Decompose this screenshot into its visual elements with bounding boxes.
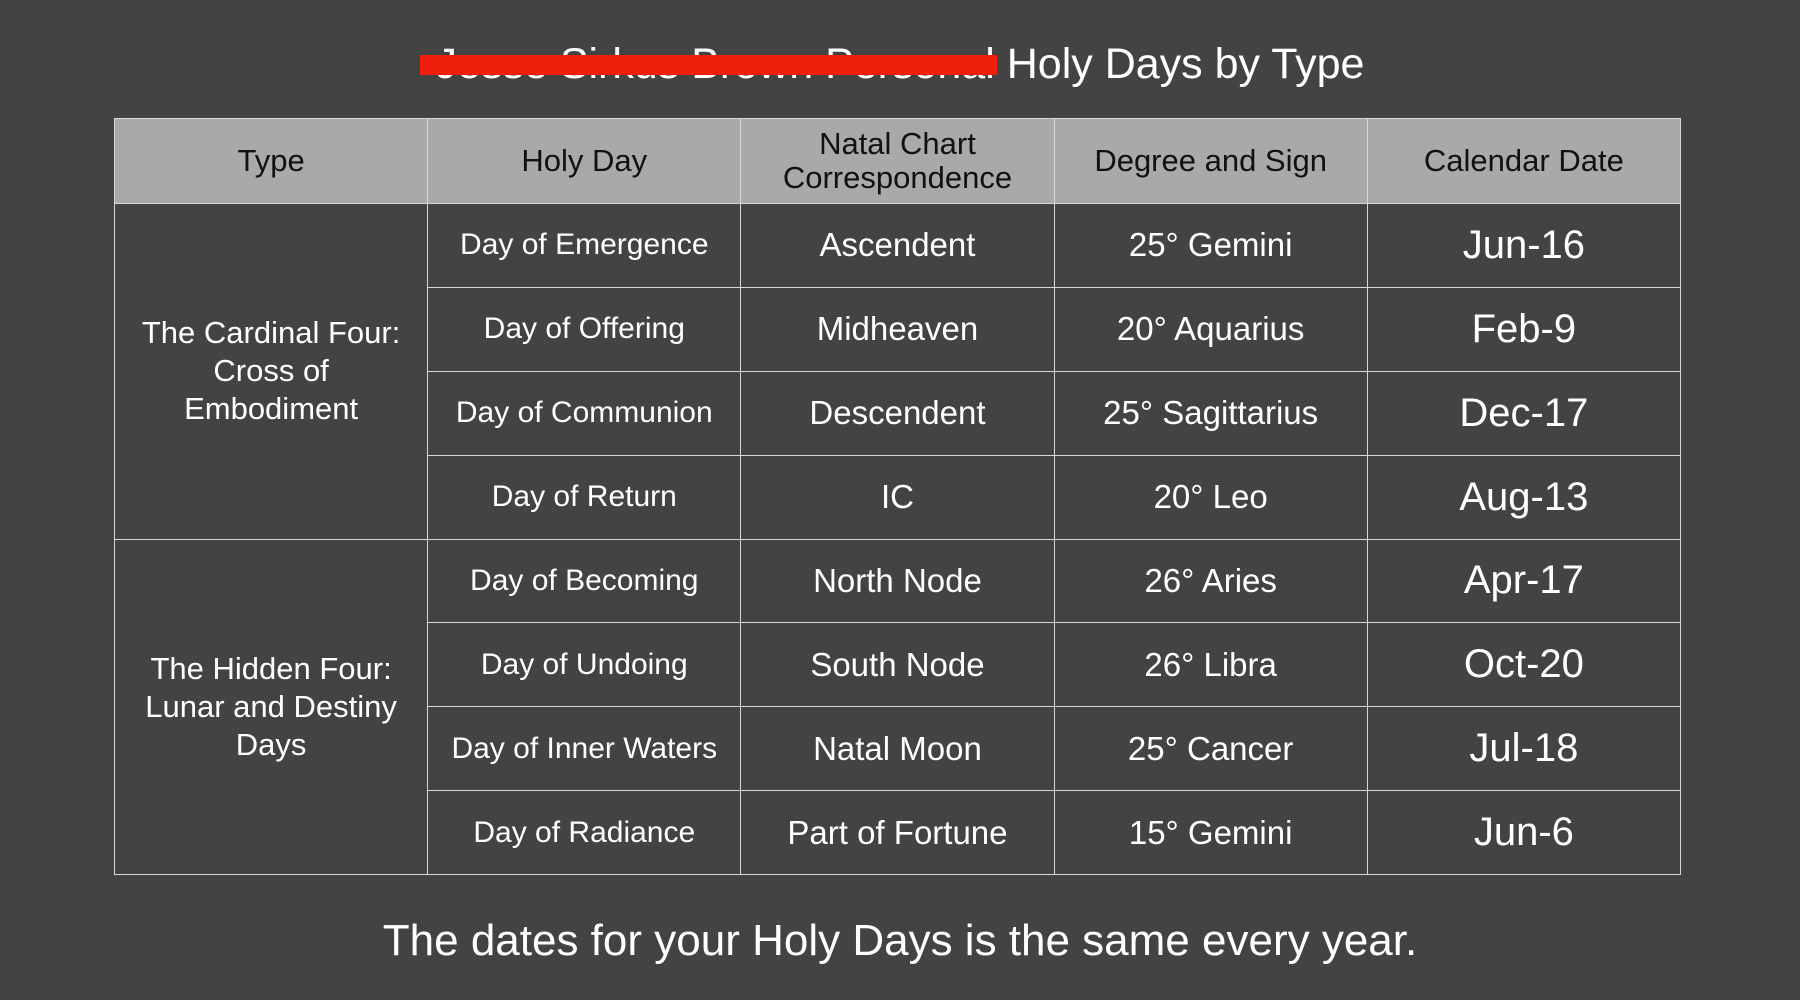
calendar-date-cell: Feb-9 [1366, 286, 1682, 372]
redacted-title-part: Jesse Sirkus Brown Personal [419, 40, 997, 89]
calendar-date-cell: Apr-17 [1366, 538, 1682, 624]
table-row: Day of Return IC 20° Leo Aug-13 [115, 454, 1682, 540]
table-row: The Cardinal Four: Cross of Embodiment Da… [113, 203, 1682, 540]
degree-sign-cell: 25° Gemini [1053, 203, 1368, 288]
table-row: Day of Inner Waters Natal Moon 25° Cancer J… [115, 706, 1682, 792]
degree-sign-cell: 26° Aries [1053, 538, 1368, 624]
degree-sign-cell: 25° Cancer [1053, 706, 1368, 792]
calendar-date-cell: Oct-20 [1366, 622, 1682, 708]
calendar-date-cell: Aug-13 [1366, 454, 1682, 540]
holy-day-cell: Day of Becoming [427, 538, 742, 624]
holy-day-cell: Day of Emergence [427, 203, 742, 288]
natal-cell: Natal Moon [740, 706, 1055, 792]
degree-sign-cell: 20° Aquarius [1053, 286, 1368, 372]
calendar-date-cell: Jun-16 [1366, 203, 1682, 288]
column-header: Natal Chart Correspondence [740, 118, 1055, 204]
holy-day-cell: Day of Return [427, 454, 742, 540]
footer-note: The dates for your Holy Days is the same… [382, 916, 1418, 965]
calendar-date-cell: Jul-18 [1366, 706, 1682, 792]
column-header: Degree and Sign [1053, 118, 1368, 204]
natal-cell: Ascendent [740, 203, 1055, 288]
holy-day-cell: Day of Offering [427, 286, 742, 372]
degree-sign-cell: 15° Gemini [1053, 790, 1368, 875]
column-header: Holy Day [427, 118, 742, 204]
type-cell: The Cardinal Four: Cross of Embodiment [113, 203, 429, 540]
natal-cell: IC [740, 454, 1055, 540]
type-cell: The Hidden Four: Lunar and Destiny Days [113, 538, 429, 875]
column-header: Type [113, 118, 429, 204]
page-title: Jesse Sirkus Brown Personal Holy Days by… [0, 40, 1800, 89]
table-row: Day of Communion Descendent 25° Sagittariu… [115, 370, 1682, 456]
redaction-bar [419, 55, 997, 75]
holy-days-table: Type Holy Day Natal Chart Correspondence De… [113, 118, 1682, 875]
calendar-date-cell: Dec-17 [1366, 370, 1682, 456]
natal-cell: Midheaven [740, 286, 1055, 372]
holy-day-cell: Day of Communion [427, 370, 742, 456]
table-row: Day of Radiance Part of Fortune 15° Gemini… [115, 790, 1682, 875]
table-row: The Hidden Four: Lunar and Destiny Days D… [113, 538, 1682, 875]
degree-sign-cell: 26° Libra [1053, 622, 1368, 708]
table-row: Day of Undoing South Node 26° Libra Oct-20 [115, 622, 1682, 708]
holy-day-cell: Day of Inner Waters [427, 706, 742, 792]
natal-cell: Part of Fortune [740, 790, 1055, 875]
natal-cell: North Node [740, 538, 1055, 624]
degree-sign-cell: 20° Leo [1053, 454, 1368, 540]
natal-cell: Descendent [740, 370, 1055, 456]
column-header: Calendar Date [1366, 118, 1682, 204]
calendar-date-cell: Jun-6 [1366, 790, 1682, 875]
holy-day-cell: Day of Undoing [427, 622, 742, 708]
degree-sign-cell: 25° Sagittarius [1053, 370, 1368, 456]
holy-day-cell: Day of Radiance [427, 790, 742, 875]
natal-cell: South Node [740, 622, 1055, 708]
